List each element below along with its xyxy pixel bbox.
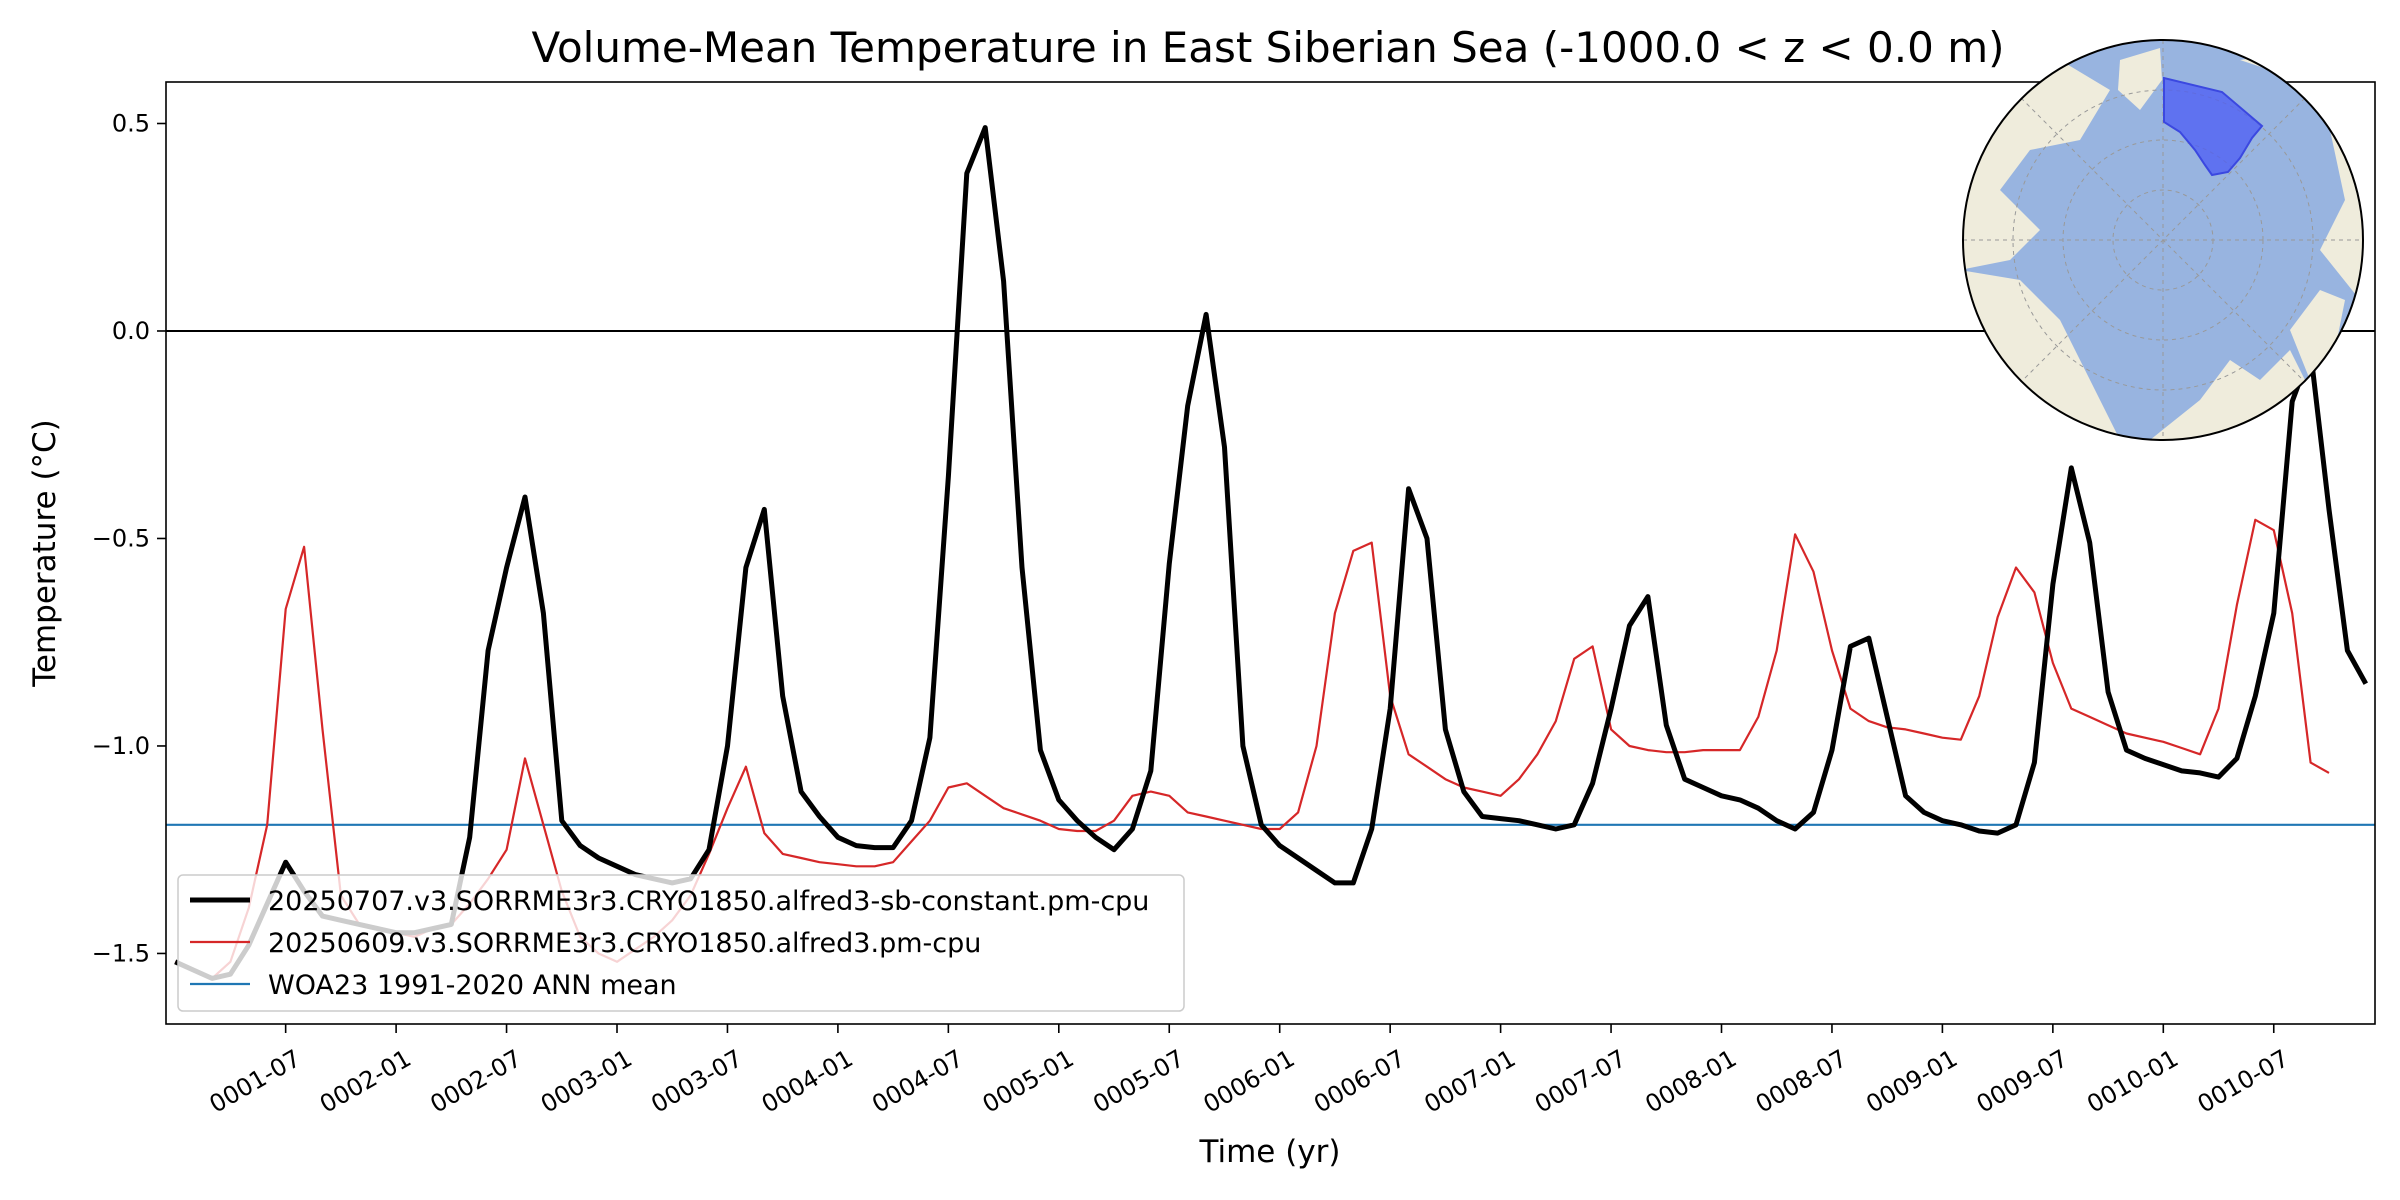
x-axis-label: Time (yr) (1199, 1134, 1341, 1170)
y-tick-label: −1.0 (92, 732, 150, 760)
chart-title: Volume-Mean Temperature in East Siberian… (532, 23, 2005, 72)
land-scandinavia (2290, 290, 2345, 380)
land-greenland-east (2118, 48, 2162, 110)
map-outline (1962, 39, 2364, 441)
legend-label-sb-constant: 20250707.v3.SORRME3r3.CRYO1850.alfred3-s… (268, 886, 1149, 917)
y-tick-label: −0.5 (92, 524, 150, 552)
y-tick-label: 0.0 (112, 317, 150, 345)
legend-box (177, 874, 1185, 1012)
legend: 20250707.v3.SORRME3r3.CRYO1850.alfred3-s… (177, 874, 1185, 1012)
y-tick-label: 0.5 (112, 109, 150, 137)
y-tick-label: −1.5 (92, 939, 150, 967)
y-axis-label: Temperature (°C) (27, 419, 63, 688)
series-line-0 (174, 125, 2368, 981)
series-line-1 (174, 518, 2330, 980)
plot-frame (165, 81, 2376, 1025)
map-region-east-siberian-sea (2163, 76, 2264, 177)
legend-label-alfred3: 20250609.v3.SORRME3r3.CRYO1850.alfred3.p… (268, 928, 981, 959)
y-axis-ticks: −1.5 −1.0 −0.5 0.0 0.5 (92, 109, 166, 967)
legend-label-woa23: WOA23 1991-2020 ANN mean (268, 970, 677, 1001)
series-layer (166, 125, 2375, 981)
